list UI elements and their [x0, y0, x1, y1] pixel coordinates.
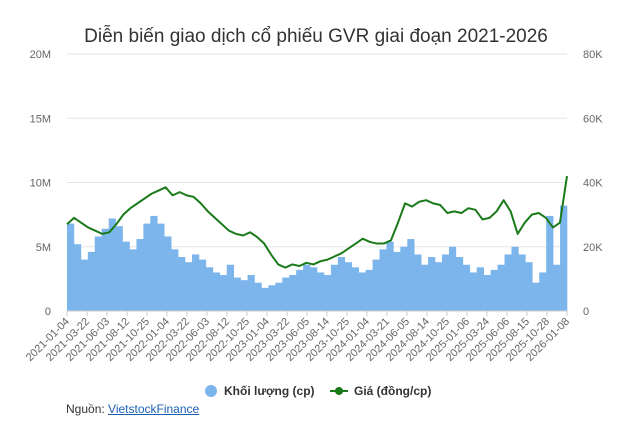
volume-bar	[171, 249, 179, 311]
gridlines	[67, 53, 567, 248]
volume-bar	[386, 241, 394, 311]
volume-bar	[442, 254, 450, 311]
volume-bar	[212, 272, 221, 311]
volume-bar	[73, 244, 82, 311]
volume-bar	[532, 282, 540, 311]
volume-bar	[108, 218, 116, 311]
volume-bar	[421, 264, 429, 311]
volume-bar	[268, 285, 276, 311]
source-note: Nguồn: VietstockFinance	[66, 402, 199, 416]
volume-bar	[136, 239, 144, 311]
volume-bar	[483, 275, 491, 311]
right-tick-label: 0	[583, 306, 589, 318]
left-tick-label: 10M	[30, 178, 51, 190]
volume-bar	[101, 228, 109, 311]
volume-bar	[337, 257, 346, 311]
volume-bar	[504, 254, 512, 311]
right-tick-label: 80K	[583, 49, 603, 61]
left-tick-label: 0	[45, 306, 51, 318]
volume-bar	[240, 280, 248, 311]
volume-bar	[219, 275, 228, 311]
volume-bar	[254, 282, 262, 311]
volume-bar	[289, 275, 297, 311]
volume-bar	[205, 267, 214, 311]
source-label: Nguồn:	[66, 402, 105, 416]
legend-volume-marker	[205, 385, 217, 397]
price-line	[66, 175, 568, 269]
volume-bar	[400, 246, 408, 311]
left-tick-label: 15M	[30, 113, 51, 125]
volume-bar	[539, 272, 547, 311]
volume-bar	[365, 269, 373, 311]
volume-bar	[80, 259, 89, 311]
volume-bar	[261, 287, 269, 311]
legend[interactable]: Khối lượng (cp) Giá (đồng/cp)	[205, 384, 431, 398]
volume-bar	[185, 262, 193, 311]
volume-bar	[553, 264, 561, 311]
volume-bar	[372, 259, 380, 311]
right-axis: 0 20K 40K 60K 80K	[583, 49, 603, 318]
volume-bar	[546, 215, 554, 311]
volume-bar	[157, 223, 165, 311]
volume-bar	[87, 251, 96, 311]
volume-bar	[344, 262, 353, 311]
x-axis: 2021-01-042021-03-222021-06-032021-08-12…	[24, 311, 572, 364]
volume-bar	[511, 246, 519, 311]
volume-bar	[414, 254, 422, 311]
right-tick-label: 20K	[583, 242, 603, 254]
volume-bar	[275, 282, 283, 311]
volume-bar	[351, 267, 359, 311]
left-tick-label: 5M	[36, 242, 51, 254]
volume-bar	[296, 269, 304, 311]
volume-bar	[310, 267, 318, 311]
volume-bar	[192, 254, 200, 311]
right-tick-label: 40K	[583, 178, 603, 190]
volume-bar	[323, 275, 332, 311]
volume-bar	[94, 236, 103, 311]
volume-bar	[164, 236, 172, 311]
volume-bar	[178, 257, 186, 311]
volume-bar	[560, 205, 568, 311]
volume-bar	[115, 226, 123, 311]
volume-bar	[143, 223, 151, 311]
volume-bar	[198, 259, 207, 311]
volume-bar	[490, 269, 498, 311]
volume-bar	[317, 272, 325, 311]
legend-volume-label[interactable]: Khối lượng (cp)	[224, 384, 315, 398]
volume-bar	[455, 257, 464, 311]
volume-bar	[358, 272, 366, 311]
volume-bar	[247, 275, 255, 311]
source-link[interactable]: VietstockFinance	[108, 402, 200, 416]
left-axis: 0 5M 10M 15M 20M	[30, 49, 51, 318]
legend-price-label[interactable]: Giá (đồng/cp)	[354, 384, 431, 398]
volume-bar	[448, 246, 457, 311]
volume-bar	[67, 223, 75, 311]
volume-bar	[122, 241, 130, 311]
left-tick-label: 20M	[30, 49, 51, 61]
volume-bars	[67, 205, 568, 311]
volume-bar	[407, 239, 415, 311]
volume-bar	[525, 262, 533, 311]
right-tick-label: 60K	[583, 113, 603, 125]
volume-bar	[226, 264, 234, 311]
volume-bar	[330, 264, 339, 311]
chart-title: Diễn biến giao dịch cổ phiếu GVR giai đo…	[84, 25, 548, 47]
volume-bar	[497, 264, 505, 311]
volume-bar	[462, 264, 471, 311]
volume-bar	[518, 254, 526, 311]
volume-bar	[435, 262, 443, 311]
volume-bar	[379, 249, 387, 311]
legend-price-marker	[335, 387, 343, 395]
volume-bar	[393, 251, 401, 311]
volume-bar	[282, 277, 290, 311]
volume-bar	[233, 277, 241, 311]
volume-bar	[476, 267, 484, 311]
volume-bar	[150, 215, 158, 311]
volume-bar	[129, 249, 137, 311]
volume-bar	[469, 272, 478, 311]
volume-bar	[428, 257, 436, 311]
volume-bar	[303, 264, 311, 311]
